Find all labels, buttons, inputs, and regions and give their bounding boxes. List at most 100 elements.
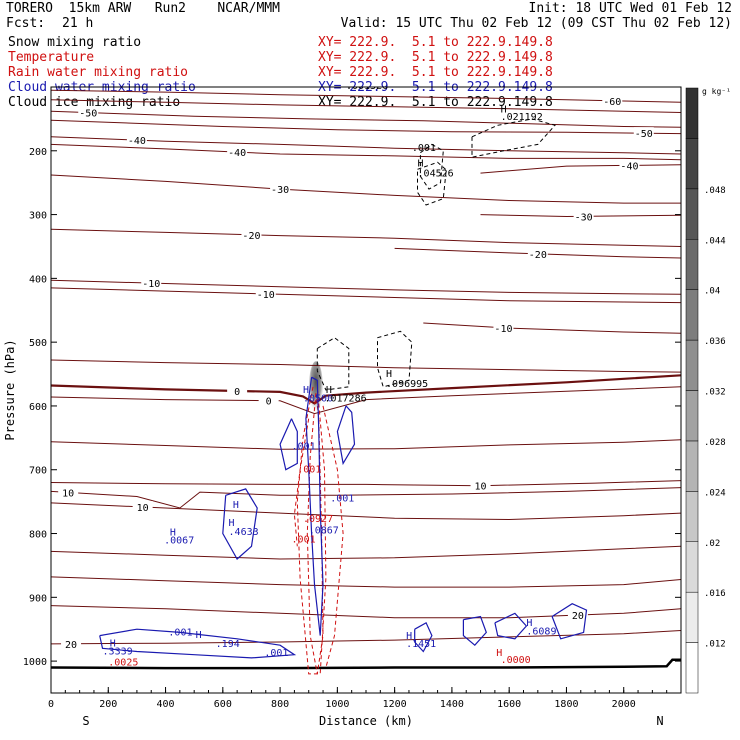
ground-line: [51, 658, 681, 670]
contour-annotation: .001: [292, 441, 316, 452]
forecast-label: Fcst:: [6, 16, 46, 31]
contour-label-bg: [619, 159, 640, 172]
contour-label-bg: [141, 277, 162, 290]
temperature-contour: [51, 228, 681, 247]
temperature-contour-label: -20: [529, 250, 547, 261]
contour-annotation: .021192: [501, 112, 543, 123]
cloud-water-contour: [99, 628, 297, 659]
init-time: Init: 18 UTC Wed 01 Feb 12: [528, 1, 733, 16]
colorbar-bin: [685, 390, 699, 442]
temperature-contour-label: -20: [242, 231, 260, 242]
cloud-water-contour: [494, 612, 528, 640]
contour-annotation: .3339: [103, 647, 133, 658]
temperature-contour: [51, 487, 681, 509]
temperature-contour-label: 0: [266, 397, 272, 408]
temperature-contour: [394, 247, 681, 259]
temperature-contour-label: -40: [228, 148, 246, 159]
temperature-contour-label: -10: [142, 279, 160, 290]
colorbar-tick-label: .048: [704, 186, 726, 196]
south-label: S: [82, 714, 89, 728]
temperature-contour: [51, 576, 681, 588]
contour-annotation: .001: [264, 648, 288, 659]
y-tick-label: 1000: [23, 657, 47, 668]
y-tick-label: 800: [29, 530, 47, 541]
snow-contour: [377, 330, 413, 388]
contour-annotation: H: [196, 630, 202, 641]
contour-annotation: H: [229, 518, 235, 529]
temperature-contour-label: 10: [62, 488, 74, 499]
temperature-contour: [51, 374, 681, 405]
temperature-contour-label: 10: [475, 482, 487, 493]
temperature-contour-label: -50: [635, 129, 653, 140]
plot-frame: [50, 86, 682, 694]
contour-annotation: .001: [412, 143, 436, 154]
contour-annotation: .04526: [418, 168, 454, 179]
colorbar-bin: [685, 138, 699, 190]
temperature-contour: [480, 214, 681, 218]
contour-label-bg: [126, 134, 147, 147]
colorbar-bin: [685, 339, 699, 391]
x-tick-label: 1000: [325, 699, 349, 710]
temperature-contour: [51, 89, 681, 103]
contour-annotation: H: [501, 105, 507, 116]
temperature-contour-label: -40: [620, 161, 638, 172]
contour-annotation: .0025: [108, 658, 138, 669]
field-label-snow: Snow mixing ratio: [8, 35, 142, 50]
rain-contour: [293, 418, 310, 547]
field-xy-temperature: XY= 222.9. 5.1 to 222.9.149.8: [318, 50, 553, 65]
temperature-contour: [51, 174, 681, 204]
temperature-contour-label: -40: [128, 136, 146, 147]
contour-annotation: .0867: [309, 526, 339, 537]
colorbar-tick-label: .024: [704, 488, 726, 498]
colorbar-tick-label: .02: [704, 539, 720, 549]
colorbar-bin: [685, 440, 699, 492]
contour-annotation: H: [496, 648, 502, 659]
model-title: TORERO 15km ARW Run2 NCAR/MMM: [6, 1, 280, 16]
colorbar-tick-label: .012: [704, 640, 726, 650]
cloud-water-contour: [462, 615, 487, 647]
x-tick-label: 1200: [383, 699, 407, 710]
temperature-contour-label: -30: [271, 185, 289, 196]
temperature-contour-label: -30: [575, 212, 593, 223]
temperature-contour-label: -50: [79, 109, 97, 120]
contour-annotation: .0067: [164, 536, 194, 547]
temperature-contour: [51, 439, 681, 450]
contour-annotation: .001: [292, 534, 316, 545]
temperature-contour: [51, 386, 681, 415]
rain-contour: [322, 405, 344, 668]
temperature-contour: [51, 502, 681, 521]
contour-annotation: H: [418, 159, 424, 170]
contour-annotation: H: [406, 631, 412, 642]
y-tick-label: 700: [29, 466, 47, 477]
contour-annotation: .0927: [303, 514, 333, 525]
temperature-contour-label: 10: [137, 503, 149, 514]
y-tick-label: 500: [29, 338, 47, 349]
temperature-contour: [51, 143, 681, 161]
colorbar-tick-label: .036: [704, 337, 726, 347]
field-label-temperature: Temperature: [8, 50, 95, 65]
contour-label-bg: [567, 609, 588, 622]
contour-label-bg: [602, 94, 623, 107]
field-label-rain: Rain water mixing ratio: [8, 65, 189, 80]
y-tick-label: 400: [29, 274, 47, 285]
temperature-contour: [51, 119, 681, 135]
temperature-contour: [51, 99, 681, 113]
forecast-hours: 21 h: [62, 16, 94, 31]
cloud-water-contour: [279, 418, 298, 471]
contour-annotation: H: [326, 385, 332, 396]
contour-annotation: .017286: [324, 393, 366, 404]
x-tick-label: 200: [99, 699, 117, 710]
colorbar-bin: [685, 541, 699, 593]
temperature-contour: [51, 287, 681, 304]
contour-annotation: H: [349, 77, 355, 88]
contour-annotation: .096995: [386, 379, 428, 390]
contour-annotation: H: [303, 385, 309, 396]
temperature-contour: [51, 605, 681, 619]
x-tick-label: 800: [271, 699, 289, 710]
contour-annotation: .001: [168, 628, 192, 639]
cloud-ice-shading: [308, 361, 323, 413]
field-xy-rain: XY= 222.9. 5.1 to 222.9.149.8: [318, 65, 553, 80]
contour-annotation: .194: [216, 639, 240, 650]
temperature-contour: [480, 164, 681, 174]
cloud-water-contour: [336, 405, 356, 466]
